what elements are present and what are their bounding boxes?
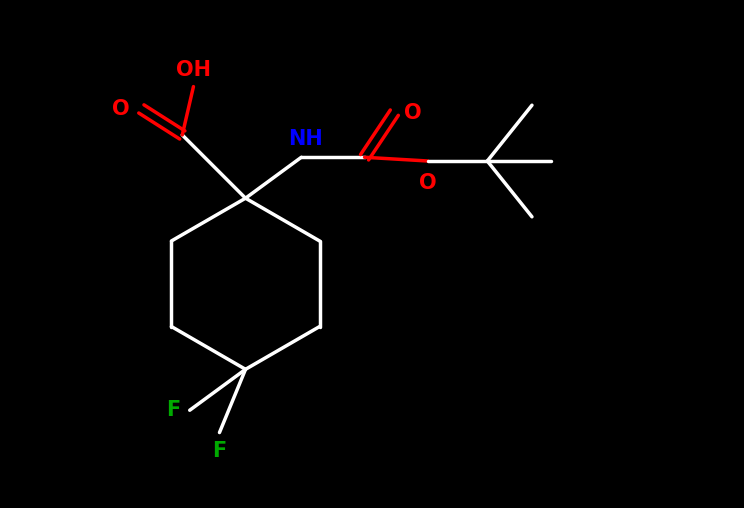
Text: O: O	[419, 173, 437, 194]
Text: F: F	[212, 441, 227, 461]
Text: NH: NH	[288, 129, 322, 149]
Text: O: O	[404, 103, 422, 122]
Text: F: F	[166, 400, 181, 420]
Text: O: O	[112, 99, 129, 119]
Text: OH: OH	[176, 60, 211, 80]
